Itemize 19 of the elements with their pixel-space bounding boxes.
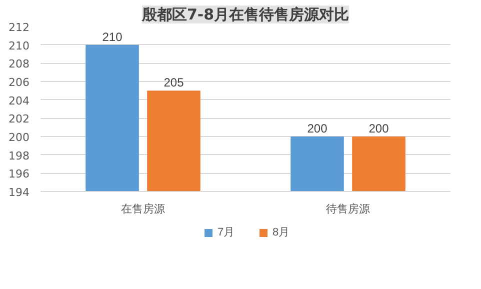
data-label: 210: [102, 30, 123, 44]
data-label: 200: [368, 122, 390, 136]
y-tick-label: 198: [8, 149, 30, 162]
y-tick-label: 212: [8, 21, 30, 34]
y-tick-label: 210: [8, 39, 30, 52]
legend-label: 8月: [272, 226, 291, 240]
data-label: 200: [307, 122, 328, 136]
data-label: 205: [164, 76, 184, 90]
chart-title: 殷都区7-8月在售待售房源对比: [140, 6, 350, 24]
y-tick-label: 206: [8, 76, 30, 89]
x-tick-label: 待售房源: [326, 202, 370, 216]
y-tick-label: 208: [8, 58, 30, 71]
y-tick-label: 202: [8, 112, 30, 126]
x-tick-label: 在售房源: [121, 202, 165, 216]
legend-label: 7月: [218, 226, 236, 240]
y-tick-label: 200: [8, 131, 30, 144]
y-tick-label: 204: [8, 94, 30, 108]
y-tick-label: 194: [8, 186, 30, 199]
y-tick-label: 196: [8, 168, 30, 181]
